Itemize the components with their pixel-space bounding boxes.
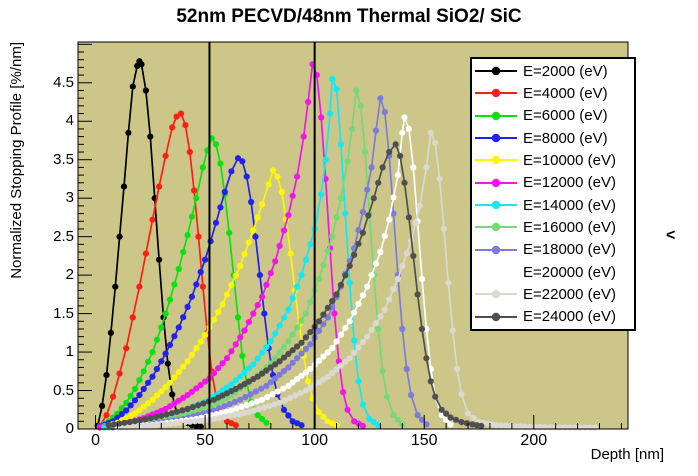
legend-item-E4000: E=4000 (eV) (472, 83, 634, 104)
series-E20000 (114, 114, 454, 431)
y-tick-label: 4 (65, 112, 74, 130)
legend-marker-icon (475, 66, 517, 76)
legend-item-E6000: E=6000 (eV) (472, 105, 634, 126)
legend-label: E=14000 (eV) (523, 196, 616, 214)
x-axis-title: Depth [nm] (590, 446, 664, 463)
legend-label: E=18000 (eV) (523, 241, 616, 259)
legend-item-E12000: E=12000 (eV) (472, 172, 634, 193)
y-tick-label: 3 (65, 189, 74, 207)
legend-item-E20000: E=20000 (eV) (472, 262, 634, 283)
legend-marker-icon (475, 290, 517, 299)
y-tick-label: 1 (65, 343, 74, 361)
legend-item-E14000: E=14000 (eV) (472, 195, 634, 216)
legend-marker-icon (475, 267, 517, 277)
legend-marker-icon (475, 200, 517, 210)
legend-item-E8000: E=8000 (eV) (472, 128, 634, 149)
y-tick-label: 2 (65, 266, 74, 284)
legend-item-E24000: E=24000 (eV) (472, 306, 634, 327)
legend: E=2000 (eV) E=4000 (eV) E=6000 (eV) E=8000 … (470, 57, 636, 331)
y-tick-label: 1.5 (53, 304, 74, 322)
stray-character: < (666, 227, 676, 244)
legend-item-E22000: E=22000 (eV) (472, 284, 634, 305)
legend-label: E=16000 (eV) (523, 218, 616, 236)
legend-label: E=2000 (eV) (523, 62, 608, 80)
y-ticks (78, 43, 92, 430)
y-tick-label: 0 (65, 420, 74, 437)
legend-label: E=22000 (eV) (523, 285, 616, 303)
legend-marker-icon (475, 245, 517, 254)
legend-label: E=6000 (eV) (523, 107, 608, 125)
legend-item-E18000: E=18000 (eV) (472, 239, 634, 260)
series-E24000 (105, 141, 485, 429)
legend-marker-icon (475, 178, 517, 187)
legend-label: E=24000 (eV) (523, 308, 616, 326)
legend-marker-icon (475, 133, 517, 143)
x-tick-label: 100 (301, 432, 328, 449)
legend-label: E=20000 (eV) (523, 263, 616, 281)
y-tick-label: 4.5 (53, 73, 74, 91)
x-tick-label: 200 (520, 432, 548, 449)
chart-title: 52nm PECVD/48nm Thermal SiO2/ SiC (176, 6, 522, 27)
legend-marker-icon (475, 223, 517, 232)
y-tick-label: 0.5 (53, 381, 74, 399)
legend-item-E10000: E=10000 (eV) (472, 150, 634, 171)
series-E10000 (96, 167, 340, 431)
x-tick-label: 150 (410, 432, 438, 449)
x-ticks (95, 415, 622, 429)
legend-label: E=12000 (eV) (523, 174, 616, 192)
legend-label: E=10000 (eV) (523, 151, 616, 169)
legend-item-E16000: E=16000 (eV) (472, 217, 634, 238)
y-tick-label: 2.5 (53, 227, 74, 245)
x-tick-label: 50 (196, 432, 214, 449)
legend-label: E=8000 (eV) (523, 129, 608, 147)
legend-item-E2000: E=2000 (eV) (472, 61, 634, 82)
legend-marker-icon (475, 312, 517, 321)
y-tick-label: 3.5 (53, 150, 74, 168)
legend-marker-icon (475, 111, 517, 121)
x-tick-label: 0 (91, 432, 100, 449)
legend-marker-icon (475, 156, 517, 165)
legend-marker-icon (475, 89, 517, 98)
legend-label: E=4000 (eV) (523, 84, 608, 102)
